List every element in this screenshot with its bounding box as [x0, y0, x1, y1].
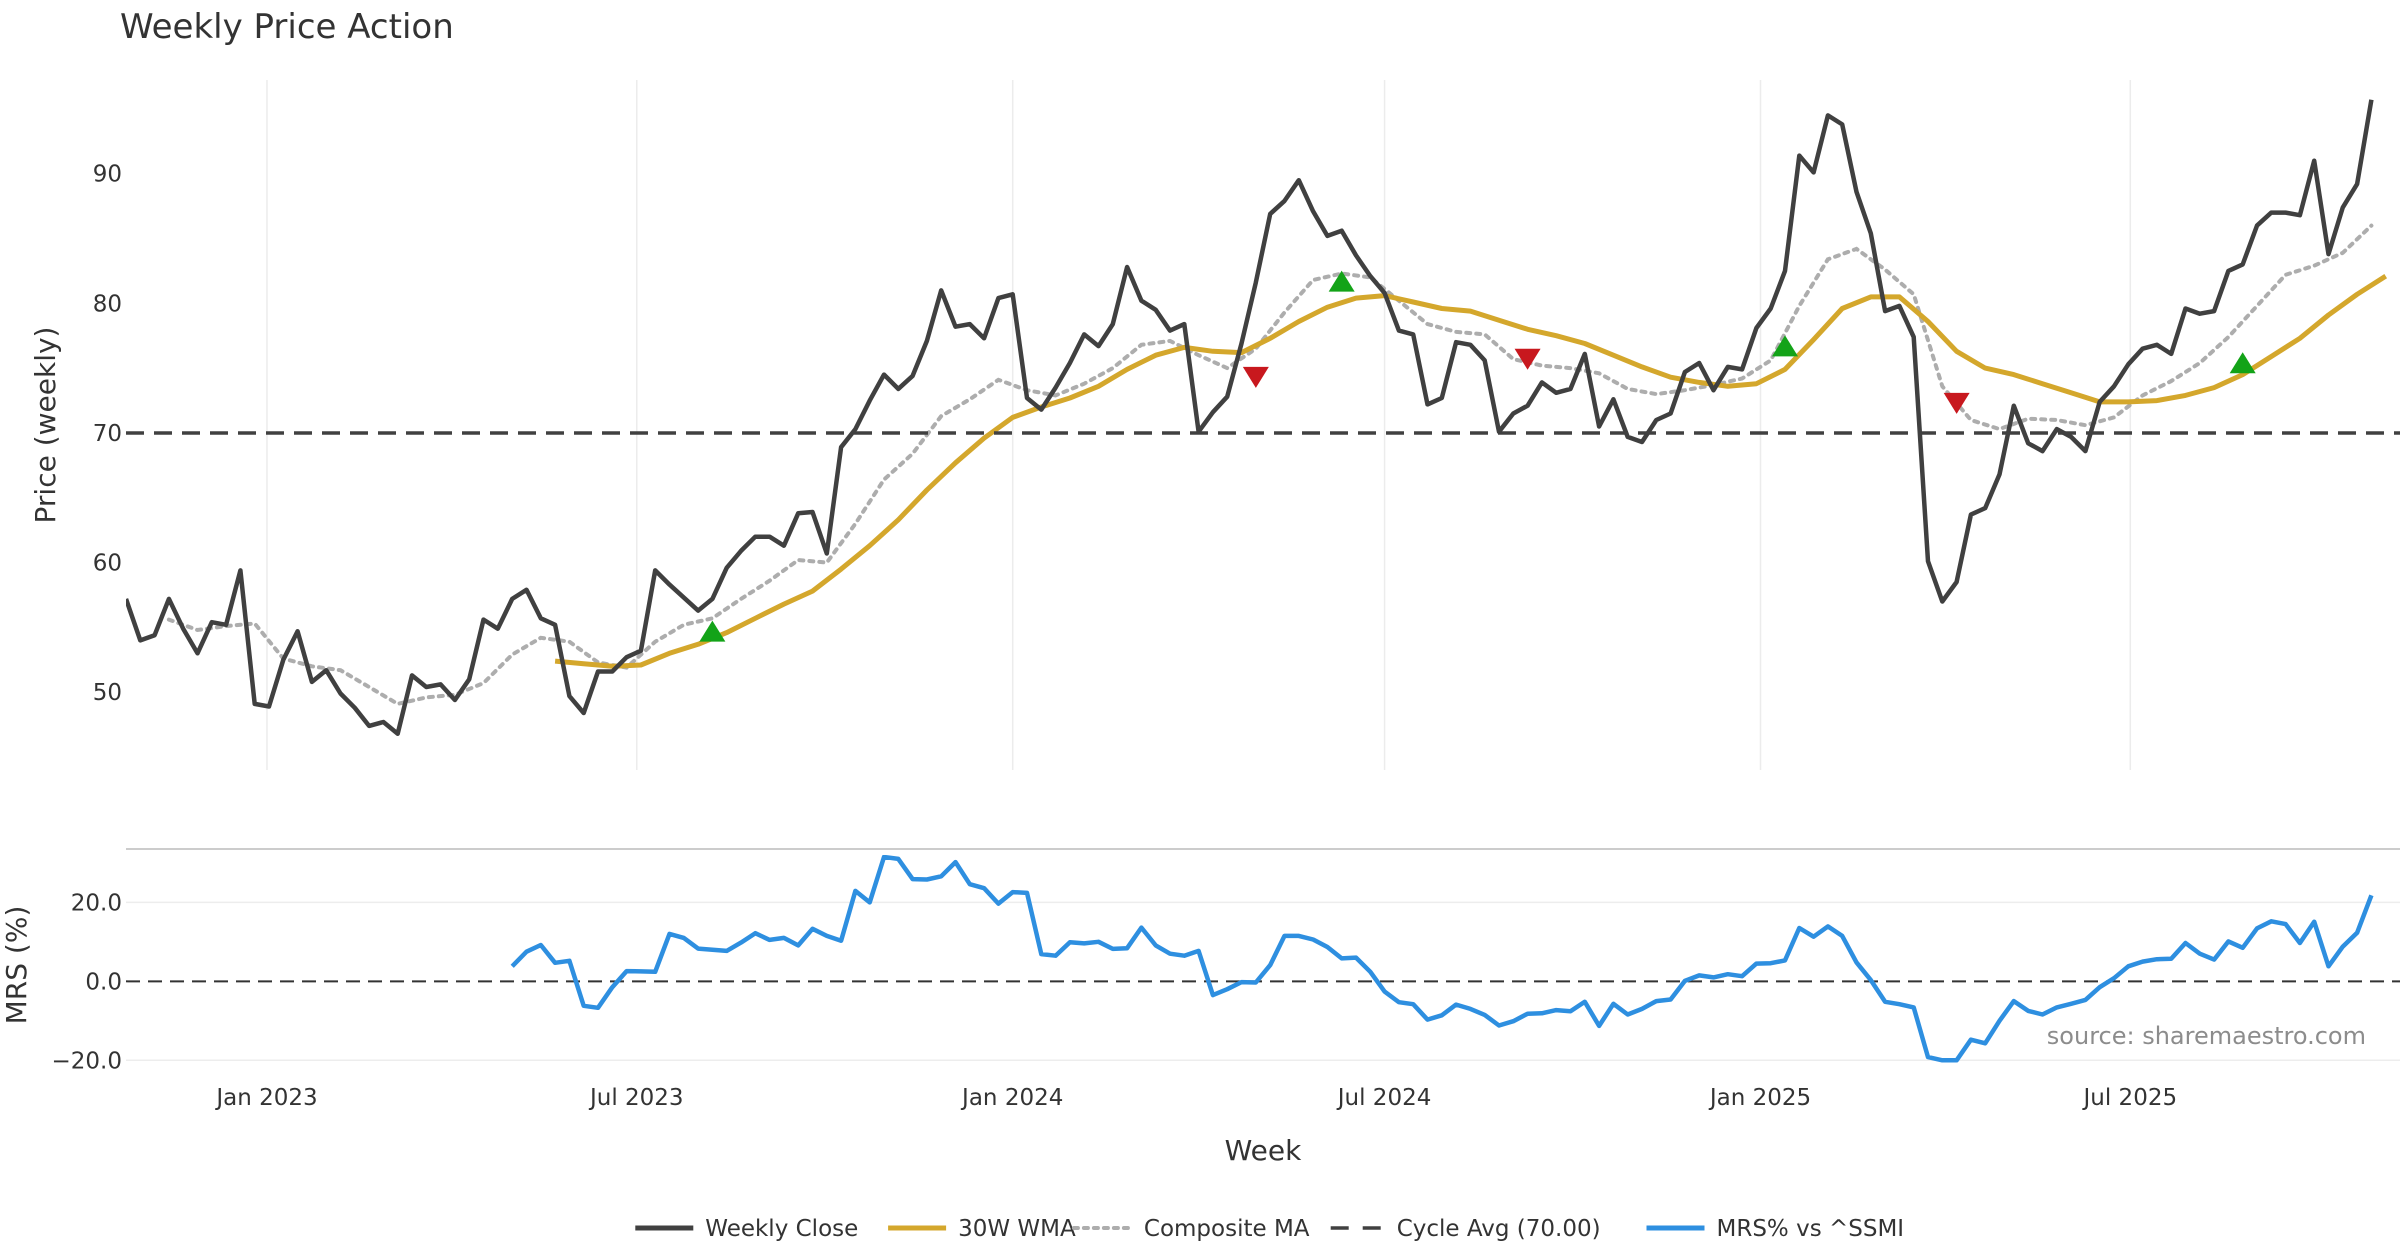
- x-tick-label: Jul 2023: [588, 1085, 684, 1111]
- mrs-grid: [126, 901, 2400, 1062]
- legend-label: 30W WMA: [958, 1216, 1076, 1242]
- mrs-y-tick-label: 0.0: [85, 969, 122, 995]
- signal-markers: [699, 270, 2256, 642]
- buy-signal-marker: [1772, 335, 1799, 357]
- x-tick-label: Jul 2025: [2082, 1085, 2178, 1111]
- legend-label: Composite MA: [1144, 1216, 1310, 1242]
- composite-ma-line: [166, 223, 2374, 707]
- mrs-y-tick-label: 20.0: [71, 890, 122, 916]
- legend-label: MRS% vs ^SSMI: [1717, 1216, 1905, 1242]
- mrs-line: [510, 855, 2374, 1063]
- price-y-tick-label: 50: [93, 680, 122, 706]
- wma-30w-line: [554, 273, 2388, 669]
- x-tick-label: Jan 2024: [960, 1085, 1063, 1111]
- source-note: source: sharemaestro.com: [2047, 1022, 2366, 1050]
- mrs-y-axis-label: MRS (%): [0, 906, 33, 1025]
- x-tick-labels: Jan 2023 Jul 2023 Jan 2024 Jul 2024 Jan 2025…: [214, 1085, 2177, 1111]
- x-tick-label: Jan 2023: [214, 1085, 317, 1111]
- price-y-tick-label: 60: [93, 551, 122, 577]
- legend-label: Cycle Avg (70.00): [1397, 1216, 1601, 1242]
- chart-title: Weekly Price Action: [120, 7, 454, 47]
- mrs-y-tick-label: −20.0: [52, 1048, 122, 1074]
- legend: Weekly Close 30W WMA Composite MA Cycle Avg…: [635, 1216, 1904, 1242]
- sell-signal-marker: [1943, 392, 1970, 414]
- buy-signal-marker: [2229, 352, 2256, 374]
- x-tick-label: Jul 2024: [1336, 1085, 1432, 1111]
- weekly-close-line: [126, 99, 2374, 736]
- sell-signal-marker: [1514, 348, 1541, 370]
- price-grid: [266, 80, 2132, 770]
- legend-item-mrs: MRS% vs ^SSMI: [1646, 1216, 1905, 1242]
- sell-signal-marker: [1242, 366, 1269, 388]
- legend-item-cycle-avg: Cycle Avg (70.00): [1330, 1216, 1601, 1242]
- legend-item-weekly-close: Weekly Close: [635, 1216, 858, 1242]
- legend-item-wma-30w: 30W WMA: [888, 1216, 1076, 1242]
- price-y-tick-label: 80: [93, 291, 122, 317]
- price-y-tick-label: 90: [93, 162, 122, 188]
- legend-label: Weekly Close: [705, 1216, 858, 1242]
- legend-item-composite-ma: Composite MA: [1071, 1216, 1310, 1242]
- buy-signal-marker: [699, 620, 726, 642]
- x-tick-label: Jan 2025: [1708, 1085, 1811, 1111]
- price-series: [126, 99, 2400, 736]
- mrs-y-tick-labels: 20.0 0.0 −20.0: [52, 890, 122, 1074]
- mrs-series: [126, 855, 2400, 1063]
- x-axis-label: Week: [1225, 1134, 1302, 1167]
- price-y-axis-label: Price (weekly): [29, 327, 62, 524]
- buy-signal-marker: [1328, 270, 1355, 292]
- price-y-tick-labels: 50 60 70 80 90: [93, 162, 122, 707]
- price-y-tick-label: 70: [93, 421, 122, 447]
